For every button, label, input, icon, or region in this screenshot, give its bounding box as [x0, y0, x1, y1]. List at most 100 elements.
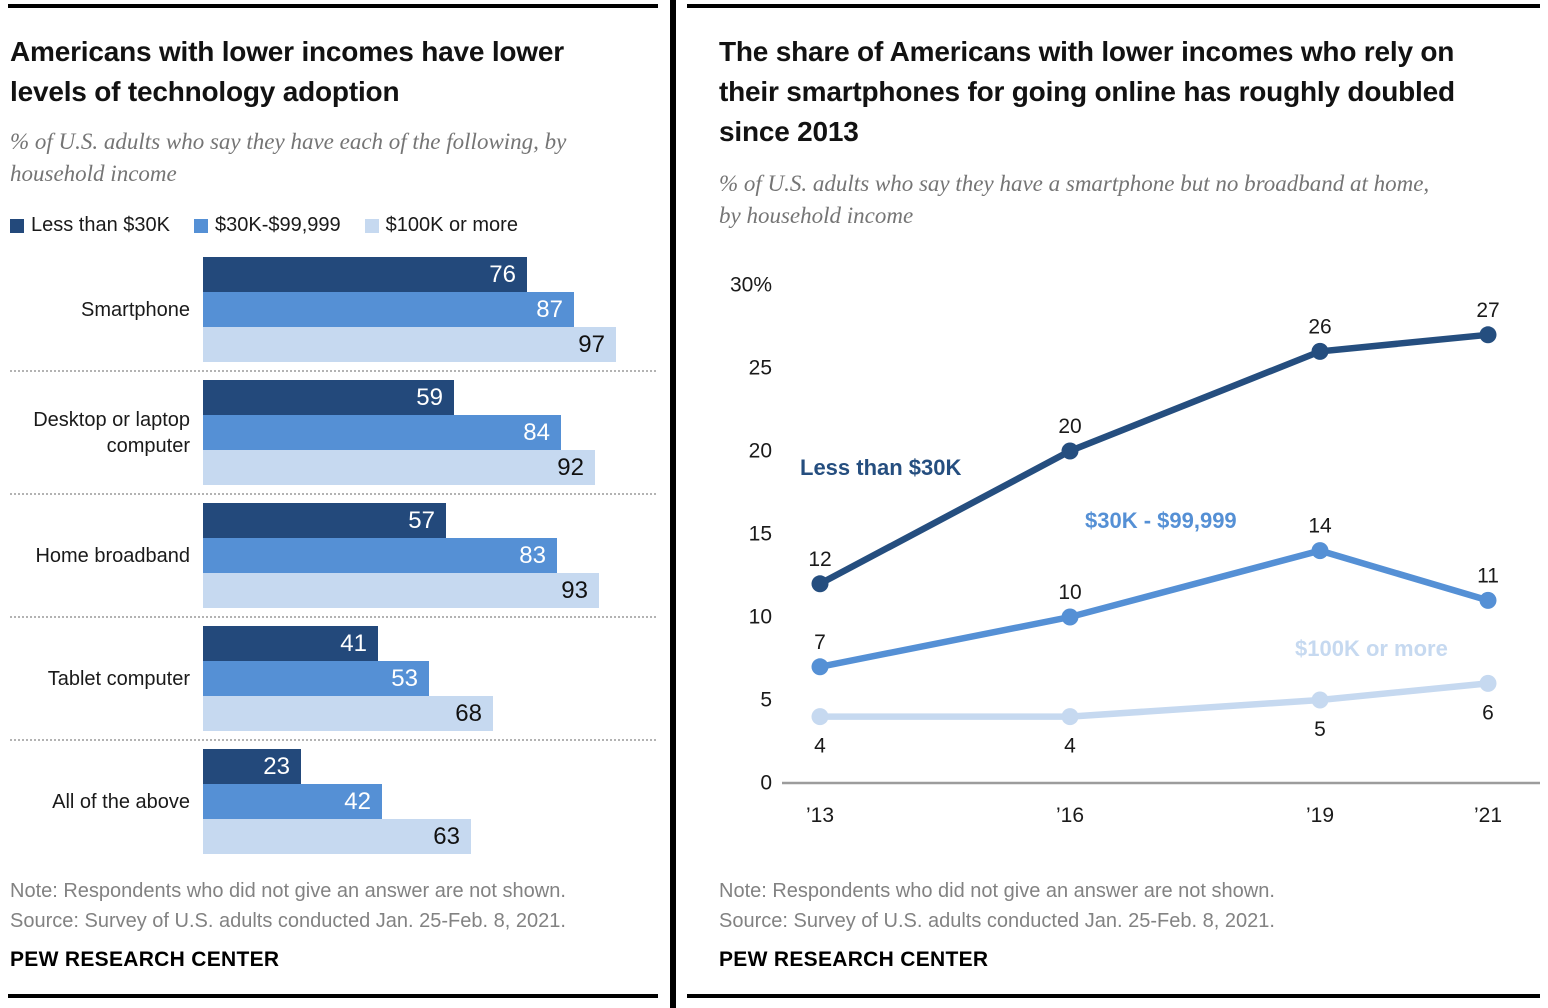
data-point-value-label: 27 [1476, 299, 1499, 322]
data-point-value-label: 14 [1308, 515, 1332, 538]
note-line: Note: Respondents who did not give an an… [719, 880, 1275, 902]
data-point-value-label: 26 [1308, 315, 1331, 338]
bar-rows: 76 87 97 [203, 257, 656, 362]
bar-value-label: 92 [557, 453, 584, 481]
data-point-dot [811, 575, 829, 593]
bar-value-label: 83 [519, 541, 546, 569]
data-point-value-label: 4 [1064, 735, 1076, 758]
bar-value-label: 84 [523, 418, 550, 446]
bar-segment: 93 [203, 573, 599, 608]
bar-segment: 53 [203, 661, 429, 696]
legend-swatch-icon [194, 218, 208, 233]
y-axis-tick-label: 15 [749, 523, 772, 546]
line-chart-subtitle: % of U.S. adults who say they have a sma… [719, 171, 1430, 228]
x-axis-tick-label: ’16 [1056, 804, 1084, 827]
bar-segment: 42 [203, 784, 382, 819]
line-series-path [816, 547, 1492, 671]
series-name-label: $30K - $99,999 [1085, 508, 1237, 533]
bar-value-label: 76 [489, 260, 516, 288]
data-point-dot [1311, 691, 1329, 709]
legend-item: Less than $30K [10, 214, 170, 237]
bar-segment: 63 [203, 819, 471, 854]
y-axis-tick-label: 20 [749, 440, 772, 463]
data-point-value-label: 11 [1477, 564, 1499, 587]
bar-value-label: 68 [455, 699, 482, 727]
bar-rows: 41 53 68 [203, 626, 656, 731]
bar-chart: Smartphone 76 87 97 Desktop or laptop comput… [10, 249, 656, 862]
bar-value-label: 97 [578, 330, 605, 358]
legend-swatch-icon [10, 218, 24, 233]
bar-rows: 23 42 63 [203, 749, 656, 854]
bar-value-label: 53 [391, 664, 418, 692]
data-point-value-label: 6 [1482, 701, 1494, 724]
line-series-path [816, 680, 1492, 720]
bar-rows: 57 83 93 [203, 503, 656, 608]
bar-segment: 84 [203, 415, 561, 450]
bar-value-label: 87 [536, 295, 563, 323]
data-point-dot [1061, 442, 1079, 460]
bar-chart-subtitle: % of U.S. adults who say they have each … [10, 129, 567, 186]
bar-category-label: Desktop or laptop computer [33, 408, 190, 457]
bar-group: Home broadband 57 83 93 [10, 495, 656, 618]
line-chart: 30% 25 20 15 10 5 0 ’13 ’16 ’19 ’21 4 4 5 6 $100K or mo… [730, 274, 1540, 827]
bar-value-label: 57 [408, 506, 435, 534]
bar-category-label: All of the above [52, 790, 190, 813]
bar-segment: 83 [203, 538, 557, 573]
bar-chart-legend: Less than $30K $30K-$99,999 $100K or more [10, 214, 658, 237]
y-axis-tick-label: 10 [749, 606, 772, 629]
pew-research-center-wordmark: PEW RESEARCH CENTER [719, 948, 989, 971]
data-point-dot [811, 658, 829, 676]
data-point-value-label: 20 [1058, 415, 1081, 438]
y-axis-tick-label: 30% [730, 274, 772, 297]
bar-segment: 87 [203, 292, 574, 327]
bar-value-label: 63 [433, 822, 460, 850]
bar-value-label: 59 [416, 383, 443, 411]
bar-segment: 57 [203, 503, 446, 538]
bar-category-label: Home broadband [35, 544, 190, 567]
bar-segment: 59 [203, 380, 454, 415]
data-point-dot [1479, 591, 1497, 609]
note-line: Note: Respondents who did not give an an… [10, 880, 566, 902]
data-point-dot [1479, 674, 1497, 692]
data-point-dot [1311, 542, 1329, 560]
data-point-value-label: 12 [808, 548, 831, 571]
bar-value-label: 42 [344, 787, 371, 815]
series-name-label: Less than $30K [800, 455, 962, 480]
series-name-label: $100K or more [1295, 636, 1448, 661]
x-axis-tick-label: ’21 [1474, 804, 1502, 827]
legend-label: $30K-$99,999 [215, 214, 341, 236]
data-point-value-label: 4 [814, 735, 826, 758]
x-axis-tick-label: ’13 [806, 804, 834, 827]
line-chart-title: The share of Americans with lower income… [719, 36, 1455, 147]
line-chart-notes: Note: Respondents who did not give an an… [719, 876, 1275, 936]
y-axis-tick-label: 25 [749, 357, 772, 380]
data-point-dot [811, 708, 829, 726]
bar-chart-panel: Americans with lower incomes have lower … [8, 4, 658, 998]
bar-category-label: Smartphone [81, 298, 190, 321]
data-point-value-label: 10 [1058, 581, 1081, 604]
bar-group: Desktop or laptop computer 59 84 92 [10, 372, 656, 495]
y-axis-tick-label: 5 [760, 689, 772, 712]
bar-segment: 97 [203, 327, 616, 362]
x-axis-tick-label: ’19 [1306, 804, 1334, 827]
bar-segment: 92 [203, 450, 595, 485]
bar-group: Smartphone 76 87 97 [10, 249, 656, 372]
legend-item: $100K or more [364, 214, 518, 237]
legend-label: Less than $30K [31, 214, 170, 236]
panel-divider [670, 0, 676, 1008]
source-line: Source: Survey of U.S. adults conducted … [719, 910, 1275, 932]
data-point-dot [1479, 326, 1497, 344]
y-axis-tick-label: 0 [760, 772, 772, 795]
bar-segment: 23 [203, 749, 301, 784]
source-line: Source: Survey of U.S. adults conducted … [10, 910, 566, 932]
legend-label: $100K or more [385, 214, 518, 236]
bar-category-label: Tablet computer [47, 667, 190, 690]
bar-chart-notes: Note: Respondents who did not give an an… [10, 876, 566, 936]
bar-segment: 41 [203, 626, 378, 661]
bar-group: Tablet computer 41 53 68 [10, 618, 656, 741]
data-point-value-label: 7 [814, 631, 826, 654]
line-series-path [816, 331, 1492, 588]
bar-value-label: 23 [263, 752, 290, 780]
bar-segment: 68 [203, 696, 493, 731]
bar-rows: 59 84 92 [203, 380, 656, 485]
